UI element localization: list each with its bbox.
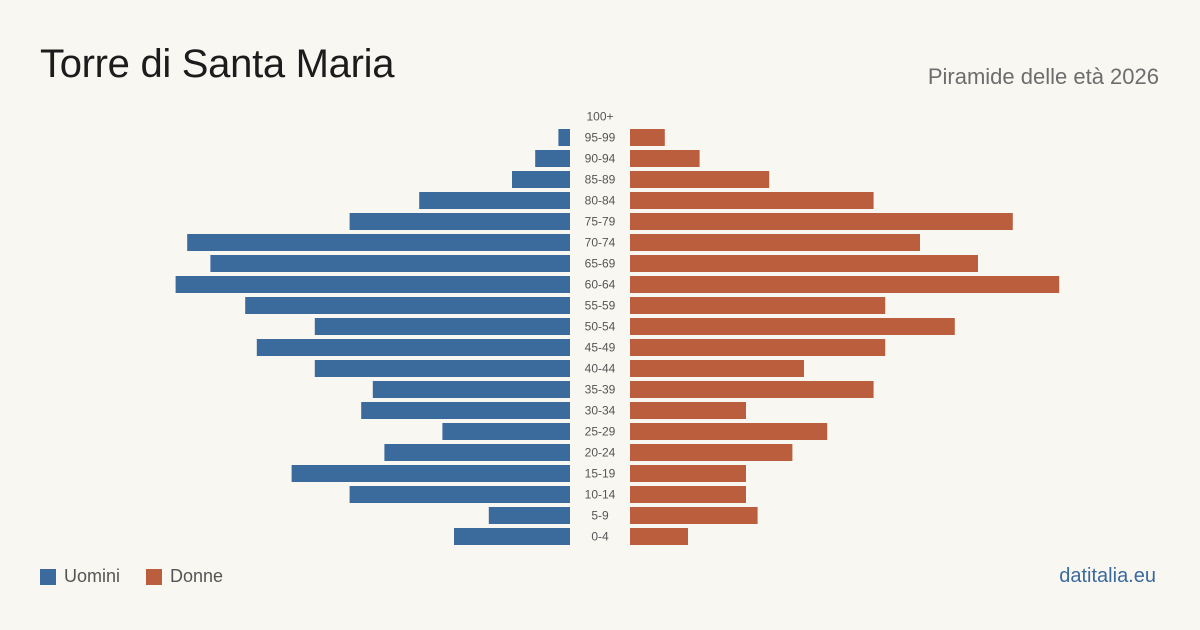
- bar-donne-35-39: [630, 381, 874, 398]
- age-label-10-14: 10-14: [585, 488, 616, 502]
- bar-donne-95-99: [630, 129, 665, 146]
- age-label-75-79: 75-79: [585, 215, 616, 229]
- bar-uomini-10-14: [349, 486, 570, 503]
- age-label-25-29: 25-29: [585, 425, 616, 439]
- legend: Uomini Donne: [40, 566, 249, 587]
- bar-donne-60-64: [630, 276, 1060, 293]
- bar-uomini-70-74: [187, 234, 570, 251]
- bar-uomini-50-54: [314, 318, 570, 335]
- age-label-60-64: 60-64: [585, 278, 616, 292]
- bar-uomini-45-49: [256, 339, 570, 356]
- bar-donne-5-9: [630, 507, 758, 524]
- age-label-95-99: 95-99: [585, 131, 616, 145]
- bar-donne-40-44: [630, 360, 804, 377]
- bar-donne-65-69: [630, 255, 978, 272]
- bar-uomini-95-99: [558, 129, 570, 146]
- bar-uomini-35-39: [372, 381, 570, 398]
- bar-uomini-75-79: [349, 213, 570, 230]
- legend-item-uomini: Uomini: [40, 566, 120, 587]
- age-label-55-59: 55-59: [585, 299, 616, 313]
- bar-donne-20-24: [630, 444, 793, 461]
- age-label-40-44: 40-44: [585, 362, 616, 376]
- age-label-0-4: 0-4: [591, 530, 609, 544]
- bar-uomini-5-9: [488, 507, 570, 524]
- legend-label-donne: Donne: [170, 566, 224, 586]
- age-label-15-19: 15-19: [585, 467, 616, 481]
- chart-title: Torre di Santa Maria: [40, 42, 395, 86]
- bar-uomini-65-69: [210, 255, 570, 272]
- bar-uomini-80-84: [419, 192, 570, 209]
- bar-donne-15-19: [630, 465, 746, 482]
- age-label-90-94: 90-94: [585, 152, 616, 166]
- bar-donne-25-29: [630, 423, 828, 440]
- age-label-80-84: 80-84: [585, 194, 616, 208]
- bar-uomini-40-44: [314, 360, 570, 377]
- bar-donne-85-89: [630, 171, 770, 188]
- age-label-85-89: 85-89: [585, 173, 616, 187]
- bar-donne-70-74: [630, 234, 920, 251]
- legend-swatch-donne: [146, 568, 163, 585]
- age-label-20-24: 20-24: [585, 446, 616, 460]
- bar-uomini-60-64: [175, 276, 570, 293]
- age-label-35-39: 35-39: [585, 383, 616, 397]
- legend-label-uomini: Uomini: [64, 566, 121, 586]
- bar-donne-10-14: [630, 486, 746, 503]
- bar-donne-30-34: [630, 402, 746, 419]
- bar-uomini-55-59: [245, 297, 570, 314]
- bar-uomini-15-19: [291, 465, 570, 482]
- age-label-45-49: 45-49: [585, 341, 616, 355]
- chart-subtitle: Piramide delle età 2026: [927, 64, 1159, 89]
- age-label-50-54: 50-54: [585, 320, 616, 334]
- bar-uomini-20-24: [384, 444, 570, 461]
- age-label-65-69: 65-69: [585, 257, 616, 271]
- age-label-100-plus: 100+: [586, 110, 613, 124]
- bar-donne-45-49: [630, 339, 886, 356]
- age-label-70-74: 70-74: [585, 236, 616, 250]
- bar-uomini-0-4: [454, 528, 570, 545]
- bar-uomini-85-89: [512, 171, 570, 188]
- source-link[interactable]: datitalia.eu: [1059, 565, 1156, 587]
- bar-donne-50-54: [630, 318, 955, 335]
- legend-item-donne: Donne: [146, 566, 223, 587]
- bar-donne-0-4: [630, 528, 688, 545]
- legend-swatch-uomini: [40, 568, 56, 585]
- bar-uomini-25-29: [442, 423, 570, 440]
- bar-donne-90-94: [630, 150, 700, 167]
- age-label-30-34: 30-34: [585, 404, 616, 418]
- bar-donne-75-79: [630, 213, 1013, 230]
- bar-donne-80-84: [630, 192, 874, 209]
- bar-uomini-90-94: [535, 150, 570, 167]
- bar-donne-55-59: [630, 297, 886, 314]
- bar-uomini-30-34: [361, 402, 570, 419]
- age-label-5-9: 5-9: [591, 509, 609, 523]
